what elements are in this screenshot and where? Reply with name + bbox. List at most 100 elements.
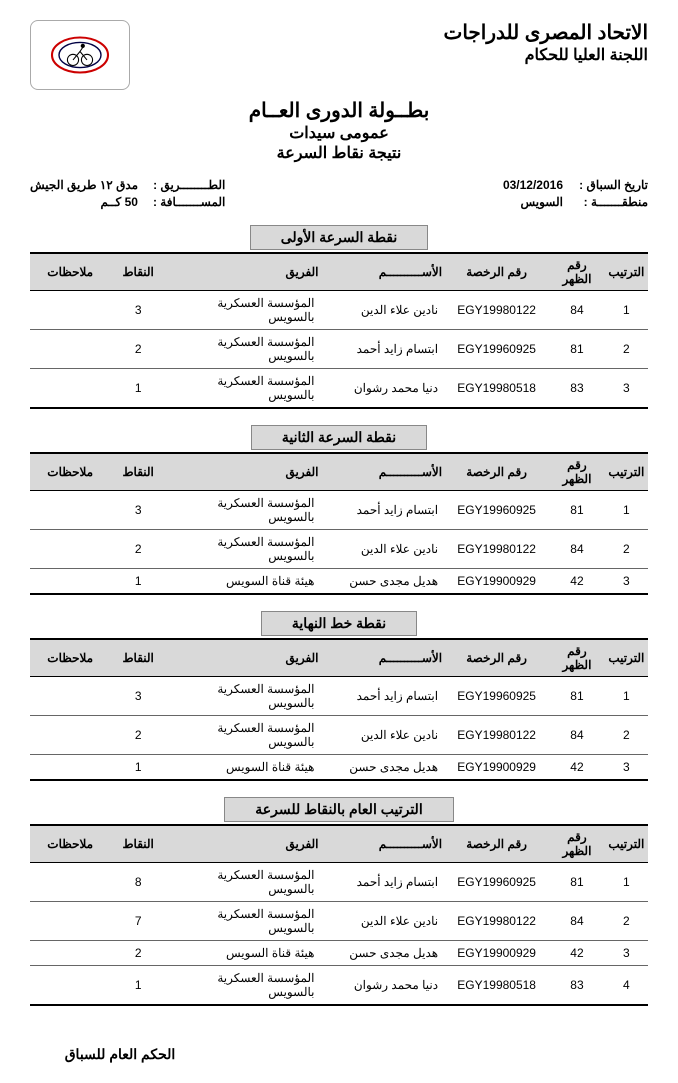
cell [30,369,110,409]
table-row: 342EGY19900929هديل مجدى حسنهيئة قناة الس… [30,569,648,595]
cell: هديل مجدى حسن [321,755,445,781]
cell: نادين علاء الدين [321,530,445,569]
column-header: رقم الرخصة [444,253,549,291]
cell: 81 [549,677,605,716]
cell: 1 [110,755,166,781]
cell: 42 [549,755,605,781]
column-header: ملاحظات [30,453,110,491]
title-main: بطــولة الدورى العــام [30,98,648,123]
column-header: رقم الظهر [549,453,605,491]
cell [30,902,110,941]
cell: 2 [605,902,648,941]
dist-label: المســـــــافة : [153,195,225,209]
column-header: رقم الظهر [549,825,605,863]
results-table: الترتيبرقم الظهررقم الرخصةالأســــــــــ… [30,824,648,1006]
cell: 4 [605,966,648,1006]
cell: 3 [605,755,648,781]
cell: EGY19980122 [444,530,549,569]
cell: 84 [549,716,605,755]
section-title-wrap: نقطة السرعة الأولى [30,225,648,250]
cell: 42 [549,941,605,966]
cell: 3 [605,941,648,966]
cell: نادين علاء الدين [321,716,445,755]
cell [30,755,110,781]
column-header: رقم الظهر [549,253,605,291]
cell: EGY19960925 [444,330,549,369]
cyclist-icon [45,30,115,80]
cell: المؤسسة العسكرية بالسويس [166,966,321,1006]
federation-logo [30,20,130,90]
cell: هيئة قناة السويس [166,941,321,966]
title-result: نتيجة نقاط السرعة [30,143,648,163]
cell: 2 [605,330,648,369]
cell [30,863,110,902]
cell: 3 [110,291,166,330]
cell [30,716,110,755]
table-row: 383EGY19980518دنيا محمد رشوانالمؤسسة الع… [30,369,648,409]
cell [30,966,110,1006]
cell: 3 [605,569,648,595]
cell: EGY19960925 [444,491,549,530]
table-row: 184EGY19980122نادين علاء الدينالمؤسسة ال… [30,291,648,330]
table-row: 181EGY19960925ابتسام زايد أحمدالمؤسسة ال… [30,863,648,902]
column-header: الأســــــــــم [321,639,445,677]
column-header: الأســــــــــم [321,253,445,291]
cell: 7 [110,902,166,941]
column-header: الفريق [166,253,321,291]
column-header: رقم الرخصة [444,453,549,491]
cell [30,941,110,966]
cell [30,291,110,330]
cell: 3 [605,369,648,409]
cell [30,530,110,569]
dist-value: 50 كــم [101,195,138,209]
cell: هيئة قناة السويس [166,755,321,781]
cell: 1 [605,491,648,530]
cell: نادين علاء الدين [321,902,445,941]
table-row: 181EGY19960925ابتسام زايد أحمدالمؤسسة ال… [30,491,648,530]
cell: المؤسسة العسكرية بالسويس [166,677,321,716]
cell: دنيا محمد رشوان [321,966,445,1006]
region-value: السويس [520,195,563,209]
cell: المؤسسة العسكرية بالسويس [166,369,321,409]
cell: 84 [549,291,605,330]
footer-signature: الحكم العام للسباق [30,1046,210,1063]
cell: EGY19980122 [444,291,549,330]
results-table: الترتيبرقم الظهررقم الرخصةالأســــــــــ… [30,452,648,595]
column-header: ملاحظات [30,639,110,677]
road-value: مدق ١٢ طريق الجيش [30,178,138,192]
cell: هديل مجدى حسن [321,569,445,595]
table-row: 284EGY19980122نادين علاء الدينالمؤسسة ال… [30,902,648,941]
results-table: الترتيبرقم الظهررقم الرخصةالأســــــــــ… [30,638,648,781]
column-header: ملاحظات [30,825,110,863]
cell: 3 [110,677,166,716]
column-header: الترتيب [605,453,648,491]
cell: ابتسام زايد أحمد [321,677,445,716]
column-header: رقم الظهر [549,639,605,677]
cell [30,491,110,530]
cell: EGY19980122 [444,716,549,755]
cell: 1 [605,291,648,330]
column-header: ملاحظات [30,253,110,291]
cell: 2 [110,716,166,755]
org-sub: اللجنة العليا للحكام [443,45,648,65]
cell: 81 [549,491,605,530]
cell: 84 [549,902,605,941]
cell [30,677,110,716]
column-header: الفريق [166,453,321,491]
road-label: الطــــــــريق : [153,178,225,192]
cell: المؤسسة العسكرية بالسويس [166,491,321,530]
cell: 84 [549,530,605,569]
table-row: 284EGY19980122نادين علاء الدينالمؤسسة ال… [30,530,648,569]
cell: هديل مجدى حسن [321,941,445,966]
column-header: الفريق [166,639,321,677]
cell: دنيا محمد رشوان [321,369,445,409]
section-title: نقطة السرعة الأولى [250,225,429,250]
cell: المؤسسة العسكرية بالسويس [166,330,321,369]
cell: 1 [110,569,166,595]
cell: 2 [605,716,648,755]
meta-left: الطــــــــريق : مدق ١٢ طريق الجيش المسـ… [30,178,225,209]
header-row: الاتحاد المصرى للدراجات اللجنة العليا لل… [30,20,648,90]
cell: المؤسسة العسكرية بالسويس [166,863,321,902]
cell: 3 [110,491,166,530]
results-table: الترتيبرقم الظهررقم الرخصةالأســــــــــ… [30,252,648,409]
